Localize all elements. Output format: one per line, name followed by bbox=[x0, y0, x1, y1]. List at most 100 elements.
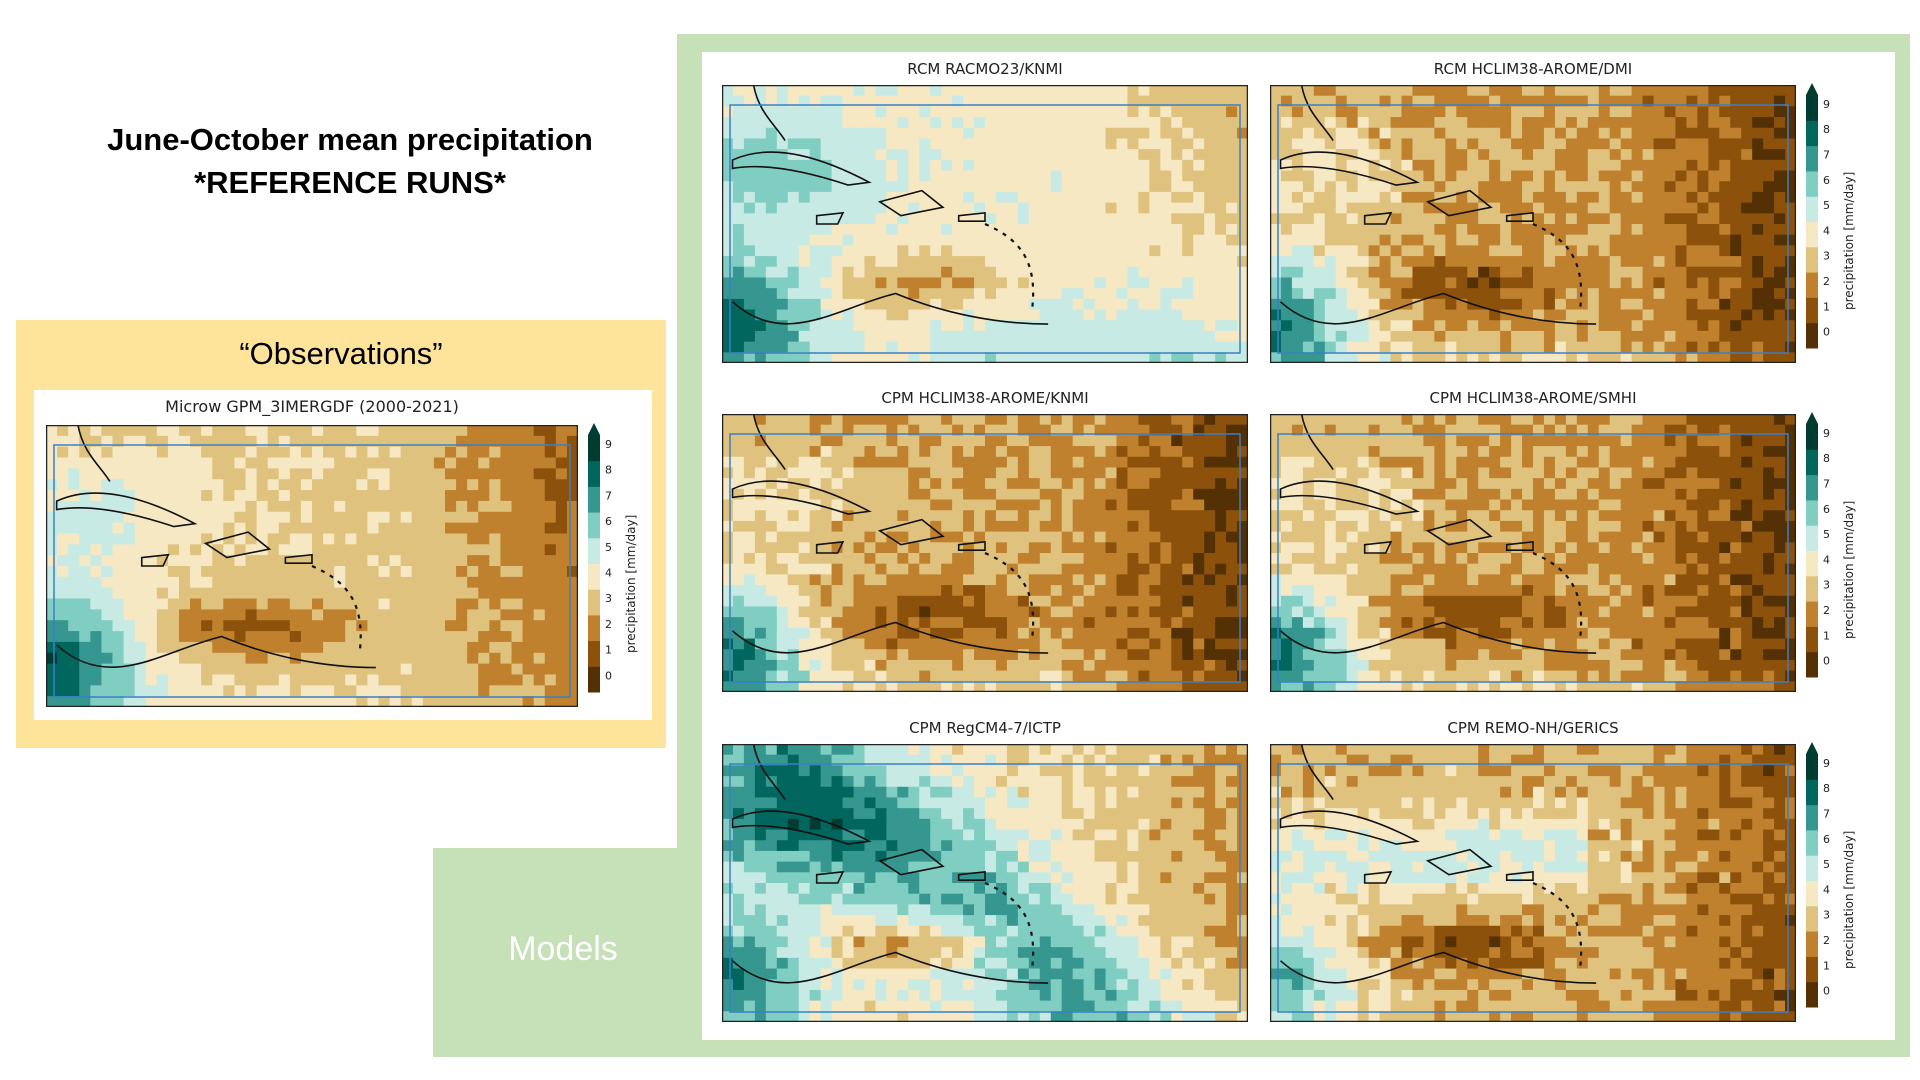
heatmap-cell bbox=[367, 652, 380, 665]
heatmap-cell bbox=[500, 652, 513, 665]
heatmap-cell bbox=[1094, 424, 1107, 436]
heatmap-cell bbox=[533, 533, 546, 545]
heatmap-cell bbox=[1456, 95, 1468, 107]
heatmap-cell bbox=[356, 446, 369, 459]
heatmap-cell bbox=[1379, 288, 1392, 300]
heatmap-cell bbox=[300, 479, 313, 491]
heatmap-cell bbox=[190, 663, 202, 676]
heatmap-cell bbox=[1609, 245, 1622, 257]
heatmap-cell bbox=[1412, 170, 1425, 182]
heatmap-cell bbox=[875, 585, 887, 597]
heatmap-cell bbox=[1017, 256, 1030, 268]
heatmap-cell bbox=[345, 609, 357, 621]
heatmap-cell bbox=[1445, 234, 1457, 246]
heatmap-cell bbox=[46, 620, 58, 632]
heatmap-cell bbox=[864, 520, 877, 533]
heatmap-cell bbox=[445, 609, 457, 621]
heatmap-cell bbox=[1675, 117, 1688, 129]
heatmap-cell bbox=[853, 117, 866, 129]
heatmap-cell bbox=[732, 424, 745, 436]
heatmap-cell bbox=[1467, 117, 1479, 129]
heatmap-cell bbox=[1609, 149, 1622, 161]
heatmap-cell bbox=[1719, 234, 1731, 246]
heatmap-cell bbox=[1006, 595, 1019, 608]
heatmap-cell bbox=[1160, 117, 1172, 129]
heatmap-cell bbox=[1697, 159, 1709, 172]
heatmap-cell bbox=[112, 587, 125, 600]
heatmap-cell bbox=[1215, 553, 1227, 565]
heatmap-cell bbox=[1664, 149, 1677, 161]
heatmap-cell bbox=[167, 468, 180, 480]
heatmap-cell bbox=[1160, 266, 1172, 279]
heatmap-cell bbox=[765, 256, 778, 268]
heatmap-cell bbox=[820, 309, 833, 321]
heatmap-cell bbox=[1697, 149, 1709, 161]
heatmap-cell bbox=[1379, 352, 1392, 363]
heatmap-cell bbox=[995, 320, 1008, 332]
heatmap-cell bbox=[732, 542, 745, 554]
heatmap-cell bbox=[908, 138, 920, 150]
heatmap-cell bbox=[886, 85, 898, 97]
heatmap-cell bbox=[886, 277, 898, 289]
heatmap-cell bbox=[1204, 531, 1216, 543]
heatmap-cell bbox=[223, 511, 236, 524]
heatmap-cell bbox=[864, 467, 877, 479]
heatmap-cell bbox=[156, 425, 169, 437]
heatmap-cell bbox=[1017, 181, 1030, 193]
heatmap-cell bbox=[68, 576, 80, 589]
heatmap-cell bbox=[1291, 245, 1304, 257]
heatmap-cell bbox=[820, 595, 833, 608]
heatmap-cell bbox=[853, 595, 866, 608]
colorbar-segment bbox=[1806, 145, 1818, 172]
heatmap-cell bbox=[356, 555, 369, 567]
heatmap-cell bbox=[1237, 531, 1248, 543]
heatmap-cell bbox=[533, 457, 546, 469]
heatmap-cell bbox=[1061, 542, 1074, 554]
heatmap-cell bbox=[223, 576, 236, 589]
heatmap-cell bbox=[722, 341, 734, 353]
heatmap-cell bbox=[1401, 149, 1414, 161]
heatmap-cell bbox=[334, 522, 346, 535]
heatmap-cell bbox=[1489, 320, 1501, 332]
heatmap-cell bbox=[1609, 181, 1622, 193]
heatmap-cell bbox=[511, 641, 524, 654]
heatmap-cell bbox=[46, 576, 58, 589]
heatmap-cell bbox=[1182, 234, 1194, 246]
heatmap-cell bbox=[179, 457, 191, 469]
heatmap-cell bbox=[886, 95, 898, 107]
heatmap-cell bbox=[1050, 298, 1063, 311]
heatmap-cell bbox=[123, 500, 136, 513]
heatmap-cell bbox=[1785, 181, 1796, 193]
heatmap-cell bbox=[1511, 341, 1523, 353]
heatmap-cell bbox=[1039, 553, 1052, 565]
heatmap-cell bbox=[201, 620, 213, 632]
heatmap-cell bbox=[300, 533, 313, 545]
heatmap-cell bbox=[842, 520, 855, 533]
heatmap-cell bbox=[1697, 256, 1709, 268]
heatmap-cell bbox=[732, 638, 745, 650]
heatmap-cell bbox=[1620, 341, 1633, 353]
heatmap-cell bbox=[1171, 617, 1183, 629]
heatmap-cell bbox=[722, 213, 734, 225]
heatmap-cell bbox=[179, 631, 191, 643]
heatmap-cell bbox=[267, 663, 280, 676]
coastline bbox=[77, 425, 111, 482]
heatmap-cell bbox=[555, 587, 568, 600]
heatmap-cell bbox=[1390, 127, 1403, 140]
heatmap-cell bbox=[1149, 352, 1161, 363]
heatmap-cell bbox=[101, 425, 114, 437]
heatmap-cell bbox=[1182, 149, 1194, 161]
heatmap-cell bbox=[1346, 85, 1359, 97]
heatmap-cell bbox=[511, 609, 524, 621]
heatmap-cell bbox=[478, 457, 490, 469]
heatmap-cell bbox=[400, 544, 413, 556]
heatmap-cell bbox=[112, 576, 125, 589]
heatmap-cell bbox=[787, 117, 800, 129]
heatmap-cell bbox=[1752, 330, 1764, 343]
heatmap-cell bbox=[1697, 191, 1709, 204]
heatmap-cell bbox=[995, 256, 1008, 268]
heatmap-cell bbox=[995, 170, 1008, 182]
heatmap-cell bbox=[467, 555, 479, 567]
heatmap-cell bbox=[1456, 330, 1468, 343]
heatmap-cell bbox=[995, 106, 1008, 118]
